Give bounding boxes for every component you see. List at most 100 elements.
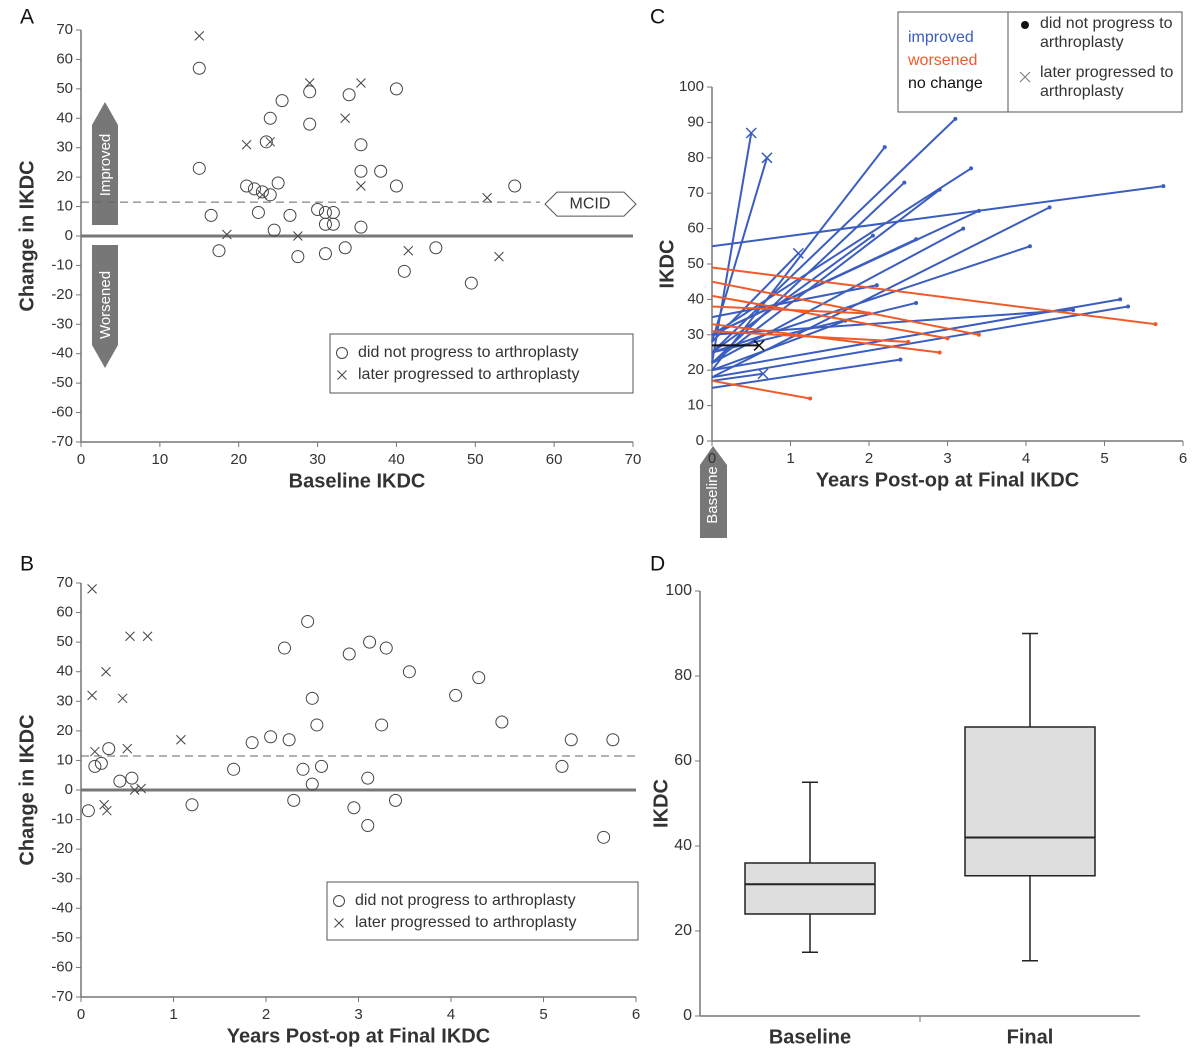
point	[361, 818, 375, 832]
y-tick-label: 20	[56, 168, 73, 185]
x-tick-label: 0	[708, 450, 716, 467]
x-tick-label: 0	[77, 451, 85, 468]
point	[318, 205, 332, 219]
legend-box	[329, 333, 634, 394]
point	[315, 759, 328, 773]
point	[264, 730, 278, 744]
point	[267, 223, 281, 237]
point	[342, 88, 356, 102]
y-tick-label: 20	[674, 922, 692, 939]
end-marker	[961, 226, 966, 231]
y-tick-label: 70	[56, 21, 73, 38]
y-tick-label: 10	[687, 397, 704, 414]
point	[347, 801, 361, 815]
y-tick-label: 10	[56, 751, 73, 768]
end-marker	[976, 208, 981, 213]
point	[101, 666, 111, 677]
end-marker	[1027, 244, 1032, 249]
point	[222, 229, 232, 240]
y-tick-label: -40	[51, 899, 73, 916]
end-marker	[1161, 184, 1166, 189]
end-marker	[1071, 308, 1076, 313]
segment	[711, 238, 917, 336]
panel-label: B	[20, 553, 34, 576]
end-marker	[1118, 297, 1123, 302]
end-marker	[1153, 322, 1158, 327]
legend-marker	[1019, 71, 1031, 83]
point	[255, 185, 269, 199]
y-tick-label: 60	[674, 752, 692, 769]
improved-arrow	[92, 102, 118, 225]
y-tick-label: -70	[51, 988, 73, 1005]
point	[296, 762, 310, 776]
point	[402, 665, 416, 679]
y-tick-label: -40	[51, 345, 73, 362]
x-axis-title: Years Post-op at Final IKDC	[227, 1025, 490, 1047]
point	[305, 777, 319, 791]
x-tick-label: 10	[152, 451, 169, 468]
segment	[711, 167, 972, 336]
legend-label: did not progress to arthroplasty	[358, 344, 579, 361]
point	[287, 793, 301, 807]
legend-box	[326, 881, 639, 941]
end-marker	[870, 233, 875, 238]
point	[389, 179, 403, 193]
x-tick-label: 30	[309, 451, 326, 468]
legend-label: did not progress to arthroplasty	[1040, 15, 1173, 51]
point	[389, 82, 403, 96]
point	[245, 736, 259, 750]
point	[374, 164, 388, 178]
x-tick-label: Baseline	[769, 1026, 851, 1048]
segment	[711, 284, 878, 319]
point	[318, 247, 332, 261]
point	[293, 231, 303, 241]
end-marker	[945, 336, 950, 341]
legend-label: later progressed to arthroplasty	[358, 366, 579, 383]
end-marker	[745, 127, 757, 139]
point	[81, 804, 95, 818]
point	[275, 94, 289, 108]
y-axis-title: Change in IKDC	[16, 160, 38, 311]
point	[361, 771, 375, 785]
legend-label: later progressed to arthroplasty	[1040, 64, 1174, 100]
x-tick-label: 4	[447, 1006, 455, 1023]
y-tick-label: 0	[683, 1007, 692, 1024]
x-tick-label: 3	[354, 1006, 362, 1023]
y-tick-label: 60	[56, 50, 73, 67]
point	[142, 631, 153, 642]
point	[117, 693, 128, 704]
end-marker	[874, 283, 879, 288]
point	[356, 78, 366, 88]
y-tick-label: 80	[674, 667, 692, 684]
y-tick-label: -70	[51, 433, 73, 450]
x-tick-label: 1	[786, 450, 794, 467]
y-tick-label: 0	[65, 227, 73, 244]
segment	[711, 185, 1164, 248]
point	[356, 181, 366, 191]
point	[227, 762, 241, 776]
panel-label: C	[650, 6, 665, 29]
point	[113, 774, 127, 788]
y-tick-label: -50	[51, 929, 73, 946]
point	[102, 742, 116, 756]
y-tick-label: -10	[51, 811, 73, 828]
end-marker	[753, 339, 765, 351]
reference-tag	[544, 191, 637, 217]
y-tick-label: 50	[687, 255, 704, 272]
segment	[711, 305, 1129, 379]
baseline-label: Baseline	[704, 466, 721, 524]
point	[338, 241, 352, 255]
point	[87, 584, 97, 594]
end-marker	[937, 187, 942, 192]
legend-label: did not progress to arthroplasty	[355, 892, 576, 909]
x-tick-label: 1	[169, 1006, 177, 1023]
point	[464, 276, 478, 290]
x-tick-label: Final	[1007, 1026, 1054, 1048]
x-tick-label: 3	[943, 450, 951, 467]
legend-item: later progressed to arthroplasty	[1040, 64, 1174, 100]
segment	[711, 280, 980, 336]
point	[265, 136, 276, 147]
segment	[711, 379, 811, 400]
